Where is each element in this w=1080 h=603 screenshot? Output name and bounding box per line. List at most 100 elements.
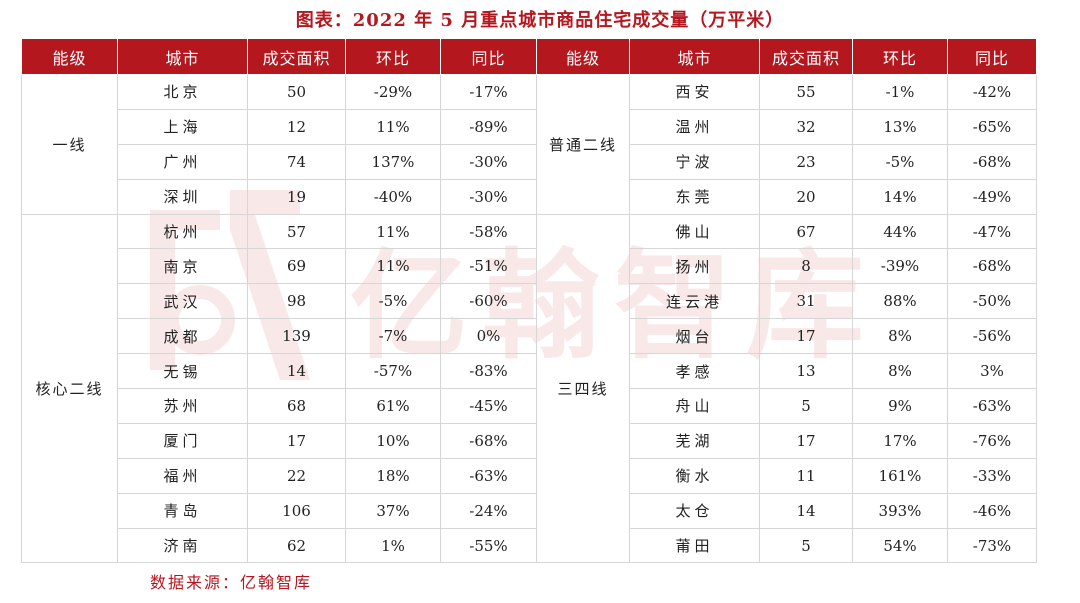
city-cell: 舟山	[629, 388, 760, 424]
city-cell: 温州	[629, 108, 760, 145]
yoy-cell: -60%	[440, 283, 537, 320]
table-header-row: 能级 城市 成交面积 环比 同比 能级 城市 成交面积 环比 同比	[21, 38, 1037, 75]
table-row: 上海 12 11% -89% 温州 32 13% -65%	[22, 108, 1037, 145]
chart-title: 图表：2022 年 5 月重点城市商品住宅成交量（万平米）	[295, 10, 785, 31]
tier-cell: 核心二线	[21, 213, 118, 564]
mom-cell: 17%	[852, 422, 948, 459]
area-cell: 139	[247, 318, 346, 355]
yoy-cell: -50%	[947, 283, 1037, 320]
area-cell: 57	[247, 213, 346, 250]
city-cell: 莆田	[629, 527, 760, 564]
city-cell: 芜湖	[629, 422, 760, 459]
mom-cell: 1%	[345, 527, 441, 564]
area-cell: 22	[247, 457, 346, 494]
mom-cell: 9%	[852, 388, 948, 424]
data-table: 能级 城市 成交面积 环比 同比 能级 城市 成交面积 环比 同比 一线 北京 50…	[21, 38, 1037, 564]
area-cell: 5	[759, 527, 853, 564]
header-cell: 同比	[947, 38, 1037, 75]
mom-cell: -7%	[345, 318, 441, 355]
header-cell: 成交面积	[247, 38, 346, 75]
header-cell: 城市	[117, 38, 248, 75]
area-cell: 8	[759, 248, 853, 285]
mom-cell: 37%	[345, 492, 441, 529]
city-cell: 广州	[117, 143, 248, 180]
area-cell: 50	[247, 74, 346, 110]
yoy-cell: -73%	[947, 527, 1037, 564]
yoy-cell: -65%	[947, 108, 1037, 145]
city-cell: 苏州	[117, 388, 248, 424]
city-cell: 深圳	[117, 178, 248, 215]
city-cell: 太仓	[629, 492, 760, 529]
city-cell: 无锡	[117, 353, 248, 390]
mom-cell: 8%	[852, 353, 948, 390]
city-cell: 孝感	[629, 353, 760, 390]
yoy-cell: -17%	[440, 74, 537, 110]
area-cell: 68	[247, 388, 346, 424]
mom-cell: 8%	[852, 318, 948, 355]
yoy-cell: -46%	[947, 492, 1037, 529]
area-cell: 17	[759, 318, 853, 355]
mom-cell: 393%	[852, 492, 948, 529]
area-cell: 17	[759, 422, 853, 459]
area-cell: 32	[759, 108, 853, 145]
yoy-cell: -63%	[947, 388, 1037, 424]
yoy-cell: -83%	[440, 353, 537, 390]
city-cell: 杭州	[117, 213, 248, 250]
area-cell: 62	[247, 527, 346, 564]
mom-cell: 11%	[345, 248, 441, 285]
area-cell: 98	[247, 283, 346, 320]
yoy-cell: -42%	[947, 74, 1037, 110]
city-cell: 连云港	[629, 283, 760, 320]
area-cell: 14	[759, 492, 853, 529]
yoy-cell: -55%	[440, 527, 537, 564]
table-row: 武汉 98 -5% -60% 连云港 31 88% -50%	[22, 283, 1037, 320]
city-cell: 宁波	[629, 143, 760, 180]
city-cell: 济南	[117, 527, 248, 564]
mom-cell: 88%	[852, 283, 948, 320]
yoy-cell: -49%	[947, 178, 1037, 215]
table-row: 济南 62 1% -55% 莆田 5 54% -73%	[22, 527, 1037, 564]
mom-cell: -5%	[345, 283, 441, 320]
yoy-cell: 0%	[440, 318, 537, 355]
yoy-cell: -76%	[947, 422, 1037, 459]
city-cell: 厦门	[117, 422, 248, 459]
table-row: 福州 22 18% -63% 衡水 11 161% -33%	[22, 457, 1037, 494]
header-cell: 环比	[345, 38, 441, 75]
mom-cell: 137%	[345, 143, 441, 180]
yoy-cell: -45%	[440, 388, 537, 424]
area-cell: 67	[759, 213, 853, 250]
mom-cell: 44%	[852, 213, 948, 250]
area-cell: 14	[247, 353, 346, 390]
mom-cell: -1%	[852, 74, 948, 110]
tier-cell: 一线	[21, 74, 118, 215]
mom-cell: 14%	[852, 178, 948, 215]
table-row: 南京 69 11% -51% 扬州 8 -39% -68%	[22, 248, 1037, 285]
city-cell: 青岛	[117, 492, 248, 529]
city-cell: 扬州	[629, 248, 760, 285]
mom-cell: -29%	[345, 74, 441, 110]
area-cell: 12	[247, 108, 346, 145]
yoy-cell: -58%	[440, 213, 537, 250]
yoy-cell: -30%	[440, 143, 537, 180]
yoy-cell: -24%	[440, 492, 537, 529]
table-row: 深圳 19 -40% -30% 东莞 20 14% -49%	[22, 178, 1037, 215]
yoy-cell: -47%	[947, 213, 1037, 250]
area-cell: 11	[759, 457, 853, 494]
city-cell: 烟台	[629, 318, 760, 355]
area-cell: 17	[247, 422, 346, 459]
mom-cell: -39%	[852, 248, 948, 285]
table-row: 苏州 68 61% -45% 舟山 5 9% -63%	[22, 388, 1037, 424]
area-cell: 5	[759, 388, 853, 424]
table-row: 核心二线 杭州 57 11% -58% 三四线 佛山 67 44% -47%	[21, 213, 1037, 564]
yoy-cell: 3%	[947, 353, 1037, 390]
source-note: 数据来源：亿翰智库	[150, 573, 313, 592]
header-cell: 能级	[536, 38, 630, 75]
header-cell: 同比	[440, 38, 537, 75]
mom-cell: -5%	[852, 143, 948, 180]
city-cell: 武汉	[117, 283, 248, 320]
area-cell: 31	[759, 283, 853, 320]
city-cell: 南京	[117, 248, 248, 285]
city-cell: 衡水	[629, 457, 760, 494]
yoy-cell: -68%	[947, 143, 1037, 180]
area-cell: 74	[247, 143, 346, 180]
